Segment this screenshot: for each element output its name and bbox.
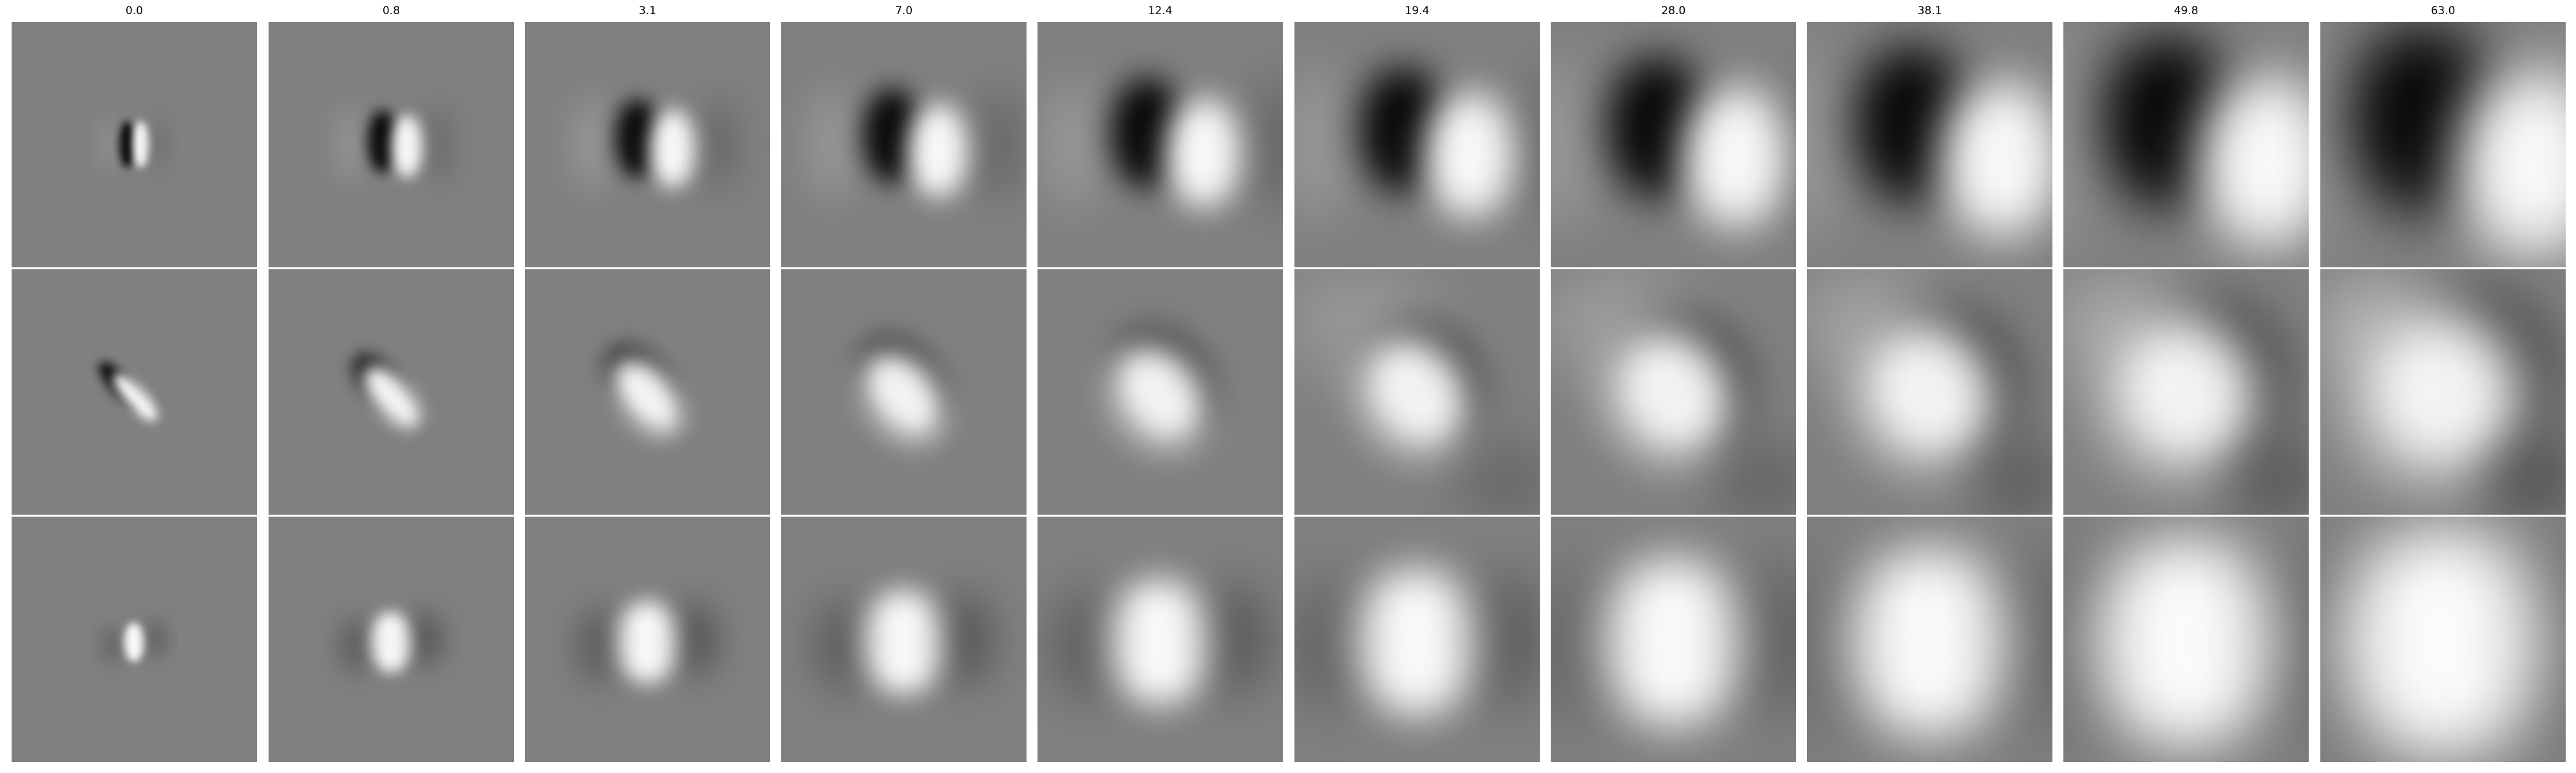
filter-tile bbox=[781, 269, 1027, 515]
column-title: 12.4 bbox=[1148, 5, 1173, 17]
column-title: 0.8 bbox=[382, 5, 401, 17]
filter-tile bbox=[2063, 22, 2309, 267]
filter-tile bbox=[2320, 22, 2566, 267]
filter-tile bbox=[781, 517, 1027, 762]
filter-tile bbox=[525, 517, 770, 762]
filter-tile bbox=[1807, 22, 2052, 267]
filter-tile bbox=[12, 517, 257, 762]
filter-tile bbox=[2320, 517, 2566, 762]
filter-tile bbox=[1551, 269, 1796, 515]
filter-tile bbox=[1294, 269, 1540, 515]
column-title: 19.4 bbox=[1405, 5, 1430, 17]
filter-tile bbox=[269, 269, 514, 515]
column-title: 7.0 bbox=[895, 5, 913, 17]
filter-tile bbox=[1037, 269, 1283, 515]
filter-tile bbox=[1294, 22, 1540, 267]
column-title: 28.0 bbox=[1661, 5, 1686, 17]
filter-tile bbox=[269, 22, 514, 267]
filter-tile bbox=[1037, 22, 1283, 267]
column-title: 63.0 bbox=[2430, 5, 2456, 17]
filter-tile bbox=[2063, 269, 2309, 515]
column-title: 0.0 bbox=[125, 5, 144, 17]
filter-tile bbox=[1551, 517, 1796, 762]
filter-tile bbox=[1037, 517, 1283, 762]
filter-tile bbox=[2063, 517, 2309, 762]
column-title: 38.1 bbox=[1917, 5, 1942, 17]
filter-tile bbox=[525, 269, 770, 515]
filter-tile bbox=[269, 517, 514, 762]
column-title: 3.1 bbox=[638, 5, 657, 17]
filter-tile bbox=[1294, 517, 1540, 762]
column-title: 49.8 bbox=[2174, 5, 2199, 17]
filter-tile bbox=[781, 22, 1027, 267]
filter-tile bbox=[1551, 22, 1796, 267]
filter-tile bbox=[1807, 269, 2052, 515]
filter-tile bbox=[12, 22, 257, 267]
filter-tile bbox=[1807, 517, 2052, 762]
filter-tile bbox=[2320, 269, 2566, 515]
filter-tile bbox=[12, 269, 257, 515]
filter-tile bbox=[525, 22, 770, 267]
